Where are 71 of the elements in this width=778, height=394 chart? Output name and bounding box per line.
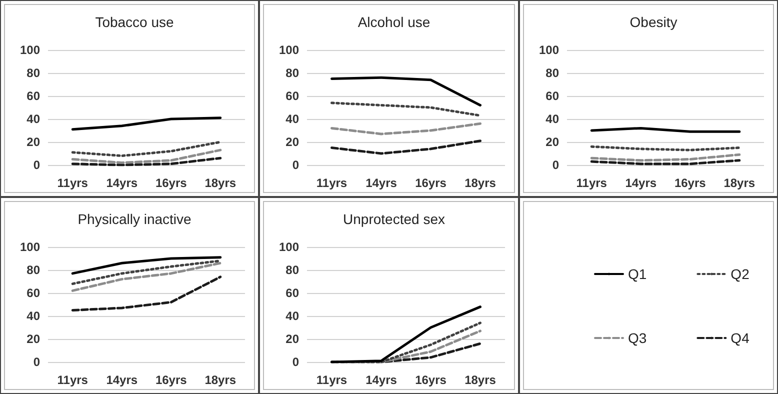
chart-title: Physically inactive — [78, 211, 192, 227]
line-series — [71, 148, 222, 164]
y-tick-label: 20 — [546, 135, 560, 149]
x-tick-label: 14yrs — [625, 176, 657, 190]
x-tick-label: 18yrs — [204, 176, 236, 190]
y-tick-label: 20 — [26, 332, 40, 346]
x-tick-label: 18yrs — [464, 373, 496, 387]
y-tick-label: 40 — [26, 309, 40, 323]
y-tick-label: 100 — [278, 43, 300, 57]
y-tick-label: 80 — [546, 66, 560, 80]
x-tick-label: 11yrs — [316, 373, 348, 387]
y-tick-label: 80 — [286, 263, 300, 277]
legend-label: Q1 — [628, 266, 647, 282]
y-tick-label: 0 — [292, 158, 300, 172]
y-tick-label: 0 — [33, 355, 40, 369]
x-tick-label: 11yrs — [57, 176, 88, 190]
x-tick-label: 16yrs — [155, 176, 188, 190]
y-tick-label: 80 — [286, 66, 300, 80]
legend-label: Q3 — [628, 330, 647, 346]
x-tick-label: 11yrs — [576, 176, 608, 190]
line-series — [330, 140, 482, 155]
line-series — [330, 122, 482, 136]
x-tick-label: 14yrs — [106, 373, 138, 387]
legend-label: Q4 — [730, 330, 750, 346]
x-tick-label: 14yrs — [366, 373, 398, 387]
line-series — [330, 306, 482, 364]
chart-title: Alcohol use — [358, 14, 430, 30]
legend-label: Q2 — [730, 266, 750, 282]
line-series — [71, 140, 222, 158]
line-series — [330, 102, 482, 117]
y-tick-label: 60 — [26, 286, 40, 300]
chart-title: Unprotected sex — [343, 211, 445, 227]
x-tick-label: 14yrs — [366, 176, 398, 190]
x-tick-label: 11yrs — [57, 373, 88, 387]
y-tick-label: 20 — [286, 135, 300, 149]
x-tick-label: 18yrs — [464, 176, 496, 190]
y-tick-label: 60 — [286, 286, 300, 300]
y-tick-label: 60 — [546, 89, 560, 103]
y-tick-label: 40 — [546, 112, 560, 126]
line-series — [71, 116, 222, 131]
y-tick-label: 100 — [278, 240, 300, 254]
line-series — [71, 256, 222, 275]
x-tick-label: 18yrs — [204, 373, 236, 387]
y-tick-label: 0 — [33, 158, 40, 172]
y-tick-label: 20 — [286, 332, 300, 346]
x-tick-label: 16yrs — [415, 176, 447, 190]
y-tick-label: 100 — [20, 240, 40, 254]
y-tick-label: 100 — [538, 43, 560, 57]
line-series — [330, 76, 482, 106]
y-tick-label: 80 — [26, 263, 40, 277]
line-series — [71, 260, 222, 286]
x-tick-label: 11yrs — [316, 176, 348, 190]
y-tick-label: 0 — [552, 158, 560, 172]
y-tick-label: 40 — [286, 309, 300, 323]
y-tick-label: 60 — [286, 89, 300, 103]
line-series — [71, 262, 222, 292]
y-tick-label: 60 — [26, 89, 40, 103]
x-tick-label: 16yrs — [415, 373, 447, 387]
y-tick-label: 80 — [26, 66, 40, 80]
y-tick-label: 0 — [292, 355, 300, 369]
y-tick-label: 40 — [26, 112, 40, 126]
y-tick-label: 100 — [20, 43, 40, 57]
chart-title: Tobacco use — [95, 14, 174, 30]
chart-title: Obesity — [630, 14, 678, 30]
x-tick-label: 16yrs — [155, 373, 188, 387]
x-tick-label: 16yrs — [674, 176, 706, 190]
line-series — [71, 276, 222, 312]
x-tick-label: 14yrs — [106, 176, 138, 190]
y-tick-label: 20 — [26, 135, 40, 149]
x-tick-label: 18yrs — [724, 176, 756, 190]
y-tick-label: 40 — [286, 112, 300, 126]
